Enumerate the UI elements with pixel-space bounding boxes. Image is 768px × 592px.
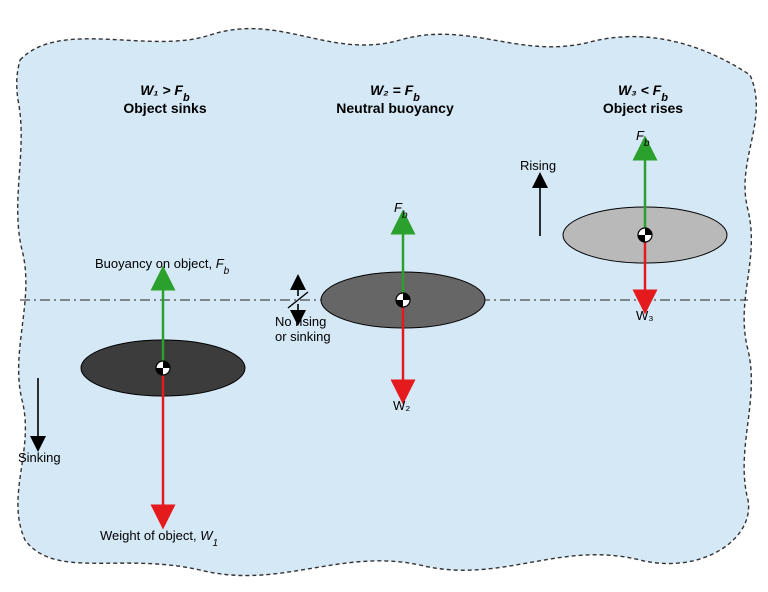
weight-label-neutral: W₂ [393, 398, 410, 413]
motion-label-neutral-1: No rising [275, 314, 326, 329]
header-neutral-result: Neutral buoyancy [336, 100, 454, 116]
centroid-marker [156, 361, 170, 375]
motion-label-rise: Rising [520, 158, 556, 173]
header-rise-result: Object rises [603, 100, 683, 116]
motion-label-sink: Sinking [18, 450, 61, 465]
motion-label-neutral-2: or sinking [275, 329, 331, 344]
weight-label-rise: W₃ [636, 308, 654, 323]
header-sink-result: Object sinks [123, 100, 206, 116]
centroid-marker [638, 228, 652, 242]
centroid-marker [396, 293, 410, 307]
